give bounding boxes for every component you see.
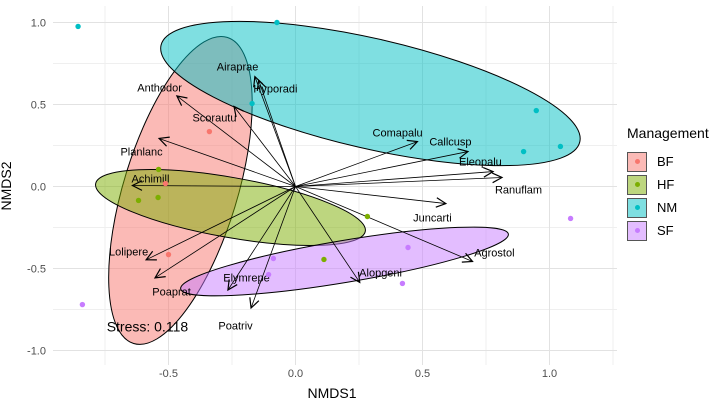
species-arrow-ranuflam: [295, 172, 504, 187]
site-point-bf: [165, 251, 172, 258]
species-label-alopgeni: Alopgeni: [359, 267, 402, 279]
species-arrow-airaprae: [253, 75, 296, 187]
legend-item-label: NM: [657, 200, 678, 215]
y-tick-label: 0.0: [31, 182, 46, 194]
species-arrow-poatriv: [249, 186, 296, 310]
legend-item-hf: HF: [627, 173, 722, 196]
species-arrow-juncarti: [295, 186, 448, 208]
legend-title: Management: [627, 125, 709, 141]
legend-item-sf: SF: [627, 219, 722, 242]
legend-key-swatch: [627, 174, 647, 195]
site-point-hf: [364, 213, 371, 220]
site-point-nm: [520, 148, 527, 155]
site-point-hf: [155, 166, 162, 173]
legend-key-swatch: [627, 197, 647, 218]
species-label-comapalu: Comapalu: [373, 128, 423, 140]
y-tick-label: -1.0: [27, 346, 46, 358]
legend: Management BF HF NM SF: [627, 125, 722, 242]
site-point-sf: [405, 244, 411, 251]
site-point-nm: [274, 19, 280, 26]
species-arrow-achimill: [131, 180, 296, 191]
species-arrow-anthodor: [175, 95, 296, 187]
site-point-nm: [533, 107, 539, 114]
site-point-sf: [399, 280, 406, 287]
ellipse-hf: [95, 169, 366, 246]
species-arrow-elymrepe: [227, 186, 296, 292]
site-point-nm: [75, 23, 81, 30]
x-tick-label: 1.0: [542, 368, 557, 380]
species-label-poaprat: Poaprat: [152, 286, 191, 298]
y-axis-title: NMDS2: [0, 161, 14, 211]
species-label-eleopalu: Eleopalu: [459, 157, 502, 169]
site-point-hf: [321, 256, 327, 263]
site-point-hf: [155, 194, 161, 201]
x-tick-label: -0.5: [159, 368, 178, 380]
legend-items: BF HF NM SF: [627, 150, 722, 242]
species-label-callcusp: Callcusp: [429, 137, 471, 149]
species-label-planlanc: Planlanc: [120, 147, 163, 159]
stress-annotation: Stress: 0.118: [107, 319, 189, 335]
species-label-airaprae: Airaprae: [217, 61, 259, 73]
legend-item-nm: NM: [627, 196, 722, 219]
species-arrow-comapalu: [295, 139, 419, 187]
legend-item-label: BF: [657, 154, 674, 169]
legend-key-point: [634, 228, 640, 233]
site-point-nm: [557, 143, 564, 150]
species-arrow-scorautu: [233, 105, 296, 187]
species-label-lolipere: Lolipere: [109, 246, 148, 258]
y-tick-label: 1.0: [31, 18, 46, 30]
species-arrow-hyporadi: [256, 78, 296, 187]
site-point-bf: [162, 180, 169, 187]
species-arrow-lolipere: [144, 186, 296, 261]
site-point-sf: [265, 271, 272, 278]
species-arrow-eleopalu: [295, 166, 495, 187]
species-arrow-planlanc: [157, 136, 296, 187]
species-label-anthodor: Anthodor: [137, 82, 182, 94]
species-arrow-agrostol: [295, 186, 474, 263]
legend-key-swatch: [627, 220, 647, 241]
species-label-agrostol: Agrostol: [474, 247, 514, 259]
species-arrow-poaprat: [153, 186, 296, 279]
x-tick-label: 0.5: [415, 368, 430, 380]
site-point-bf: [206, 128, 213, 135]
species-arrow-callcusp: [295, 148, 470, 187]
legend-item-label: HF: [657, 177, 675, 192]
site-point-sf: [567, 215, 574, 222]
legend-key-point: [634, 205, 640, 210]
legend-item-bf: BF: [627, 150, 722, 173]
species-label-achimill: Achimill: [132, 173, 170, 185]
site-point-hf: [135, 197, 142, 204]
species-label-poatriv: Poatriv: [218, 321, 253, 333]
species-label-ranuflam: Ranuflam: [495, 184, 542, 196]
x-axis-title: NMDS1: [307, 385, 357, 401]
legend-key-swatch: [627, 151, 647, 172]
ellipse-sf: [180, 226, 509, 297]
y-tick-label: 0.5: [31, 100, 46, 112]
species-arrow-alopgeni: [295, 186, 361, 284]
site-point-sf: [79, 301, 86, 308]
x-tick-label: 0.0: [288, 368, 303, 380]
species-label-scorautu: Scorautu: [192, 112, 236, 124]
species-label-hyporadi: Hyporadi: [253, 83, 297, 95]
site-point-sf: [270, 255, 277, 262]
legend-key-point: [634, 182, 640, 187]
ellipse-nm: [160, 20, 581, 167]
species-label-juncarti: Juncarti: [413, 212, 452, 224]
species-label-elymrepe: Elymrepe: [223, 273, 269, 285]
legend-key-point: [634, 159, 640, 164]
legend-item-label: SF: [657, 223, 674, 238]
y-tick-label: -0.5: [27, 264, 46, 276]
site-point-nm: [249, 100, 255, 107]
